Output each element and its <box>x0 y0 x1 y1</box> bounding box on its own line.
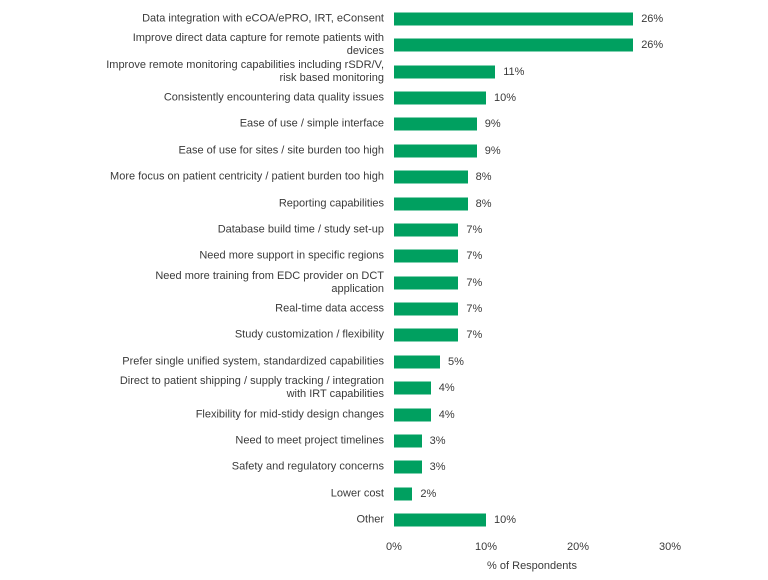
data-label: 7% <box>466 223 483 236</box>
bar <box>394 12 634 26</box>
data-label: 10% <box>494 514 517 527</box>
x-axis-label: % of Respondents <box>487 560 577 572</box>
bar <box>394 328 459 342</box>
category-label: Lower cost <box>330 487 384 500</box>
bar <box>394 197 468 211</box>
category-label: Real-time data access <box>275 302 384 315</box>
category-label: Study customization / flexibility <box>234 328 384 341</box>
category-label: Safety and regulatory concerns <box>231 460 384 473</box>
bar <box>394 249 459 263</box>
data-label: 10% <box>494 92 517 105</box>
data-label: 5% <box>448 355 464 368</box>
category-label: Ease of use for sites / site burden too … <box>178 144 384 157</box>
bar <box>394 38 634 52</box>
data-label: 8% <box>475 171 492 184</box>
data-label: 7% <box>466 303 483 316</box>
data-label: 11% <box>503 65 525 78</box>
x-tick-label: 0% <box>386 541 402 553</box>
bar <box>394 487 413 501</box>
data-label: 26% <box>641 39 664 52</box>
category-label: Need more support in specific regions <box>199 249 384 262</box>
bar <box>394 460 422 474</box>
data-label: 3% <box>429 461 446 474</box>
data-label: 9% <box>484 118 501 131</box>
category-label: Need more training from EDC provider on … <box>155 269 384 295</box>
bar <box>394 91 486 105</box>
category-label: Need to meet project timelines <box>235 434 384 447</box>
category-label: Other <box>356 513 384 526</box>
data-label: 2% <box>420 487 437 500</box>
data-label: 7% <box>466 250 483 263</box>
bar <box>394 355 440 369</box>
bar <box>394 170 468 184</box>
category-label: Flexibility for mid-stidy design changes <box>195 408 384 421</box>
bar <box>394 65 496 79</box>
data-label: 9% <box>484 144 501 157</box>
data-label: 7% <box>466 329 483 342</box>
category-label: Database build time / study set-up <box>217 223 384 236</box>
category-label: Improve remote monitoring capabilities i… <box>106 58 384 84</box>
bar <box>394 302 459 316</box>
category-label: Prefer single unified system, standardiz… <box>122 355 384 368</box>
data-label: 3% <box>429 434 446 447</box>
category-label: Direct to patient shipping / supply trac… <box>119 375 384 401</box>
bar <box>394 144 477 158</box>
data-label: 4% <box>438 408 455 421</box>
category-label: Data integration with eCOA/ePRO, IRT, eC… <box>142 12 384 25</box>
x-tick-label: 10% <box>474 541 498 553</box>
data-label: 26% <box>641 13 664 25</box>
bar <box>394 408 431 422</box>
category-label: Improve direct data capture for remote p… <box>132 32 384 58</box>
bar <box>394 513 486 527</box>
data-label: 4% <box>438 382 455 395</box>
bar <box>394 276 459 290</box>
category-label: Ease of use / simple interface <box>239 117 384 130</box>
x-tick-label: 30% <box>658 541 682 553</box>
bar <box>394 223 459 237</box>
category-label: Reporting capabilities <box>278 197 384 210</box>
bar <box>394 434 422 448</box>
x-tick-label: 20% <box>566 541 590 553</box>
data-label: 7% <box>466 276 483 289</box>
category-label: More focus on patient centricity / patie… <box>110 170 384 183</box>
data-label: 8% <box>475 197 492 210</box>
bar <box>394 381 431 395</box>
category-label: Consistently encountering data quality i… <box>163 91 384 104</box>
bar <box>394 117 477 131</box>
